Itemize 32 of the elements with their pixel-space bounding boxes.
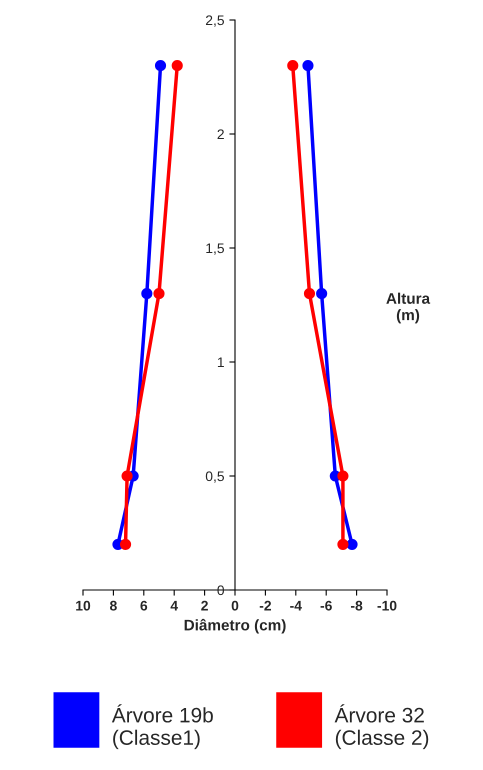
x-tick-label: 10 [76,600,90,611]
x-tick-label: -6 [320,600,332,611]
point [122,470,133,482]
y-tick-label: 2 [218,129,224,140]
x-tick-label: -10 [378,600,396,611]
point [304,288,316,300]
y-tick-label: 0,5 [206,471,224,483]
point [346,538,358,550]
x-tick-label: -2 [260,600,272,610]
x-tick-label: -8 [350,600,362,611]
point [120,538,132,550]
y-tick-label: 1,5 [206,243,224,255]
point [154,60,166,72]
y-axis-title: Altura (m) [386,292,430,324]
point [153,288,165,300]
point [287,60,298,72]
legend-label: Árvore 19b (Classe1) [112,704,213,750]
point [302,60,314,72]
x-tick-label: 4 [170,600,178,610]
x-tick-label: -4 [290,600,302,610]
x-tick-label: 8 [110,600,117,611]
y-tick-label: 2,5 [206,15,224,27]
x-tick-label: 6 [140,600,148,611]
point [316,288,328,300]
point [141,288,152,300]
x-tick-label: 0 [232,600,238,611]
point [337,470,348,482]
y-tick-label: 1 [218,357,224,368]
x-axis-title: Diâmetro (cm) [184,618,286,634]
point [337,538,348,550]
point [172,60,183,72]
legend-label: Árvore 32 (Classe 2) [334,704,428,750]
